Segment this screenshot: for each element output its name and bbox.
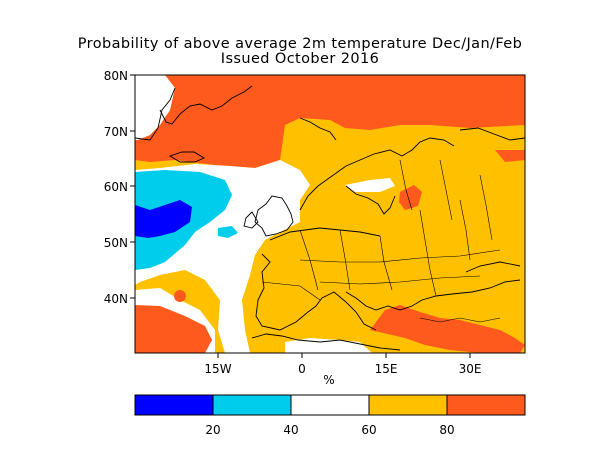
unit-label: % [323,373,335,387]
border-1 [299,229,319,291]
border-8 [399,159,413,211]
lon-label-0: 0 [298,362,306,376]
greenland-coast [135,87,176,141]
north-africa-coast [251,333,401,351]
region-east-med-80-100 [370,305,525,353]
colorbar-label-40: 40 [283,423,299,437]
north-sea-coast [269,227,381,241]
chart-title: Probability of above average 2m temperat… [77,36,523,52]
region-biscay-blue [218,226,238,238]
region-finland-80-100 [399,185,422,210]
lon-label-30e: 30E [458,362,482,376]
chart-subtitle: Issued October 2016 [220,51,380,67]
region-northeast-orange [495,150,525,162]
colorbar-swatch-0-20 [135,395,213,415]
border-5 [459,199,471,261]
scandinavia-coast [299,137,455,211]
region-greenland-white [135,75,175,140]
mediterranean-coast [345,279,521,311]
colorbar-swatch-60-80 [369,395,447,415]
colorbar [134,394,526,416]
lat-label-50n: 50N [103,236,128,250]
colorbar-swatch-40-60 [291,395,369,415]
colorbar-label-20: 20 [205,423,221,437]
greenland-east-coast [159,85,253,125]
region-azores-orange [174,290,186,302]
baltic-coast [345,185,396,215]
iceland-coast [168,151,205,163]
lat-label-60n: 60N [103,180,128,194]
border-2 [339,229,351,291]
border-6 [299,249,501,263]
border-9 [439,159,453,221]
region-sweden-white [345,178,395,192]
black-sea-coast [465,261,521,273]
border-7 [319,275,481,285]
britain-coast [254,195,294,237]
arctic-russia-coast [459,127,525,141]
region-southwest-80-100 [135,305,212,353]
map-frame [134,74,526,354]
ireland-coast [243,211,259,229]
colorbar-label-60: 60 [361,423,377,437]
border-4 [419,209,437,297]
lat-label-70n: 70N [103,125,128,139]
colorbar-swatch-80-100 [447,395,525,415]
svalbard-coast [299,117,337,141]
border-3 [379,235,393,291]
lon-label-15e: 15E [374,362,398,376]
lon-label-15w: 15W [204,362,232,376]
axis-ticks [130,74,471,358]
border-12 [419,317,501,323]
lat-label-40n: 40N [103,292,128,306]
region-0-20 [135,200,192,238]
lat-label-80n: 80N [103,69,128,83]
coastlines [135,85,525,351]
colorbar-swatch-20-40 [213,395,291,415]
border-11 [261,281,321,301]
border-10 [479,174,493,241]
iberia-france-coast [255,253,377,331]
colorbar-label-80: 80 [439,423,455,437]
map-fill [135,75,525,353]
country-borders [261,159,501,323]
